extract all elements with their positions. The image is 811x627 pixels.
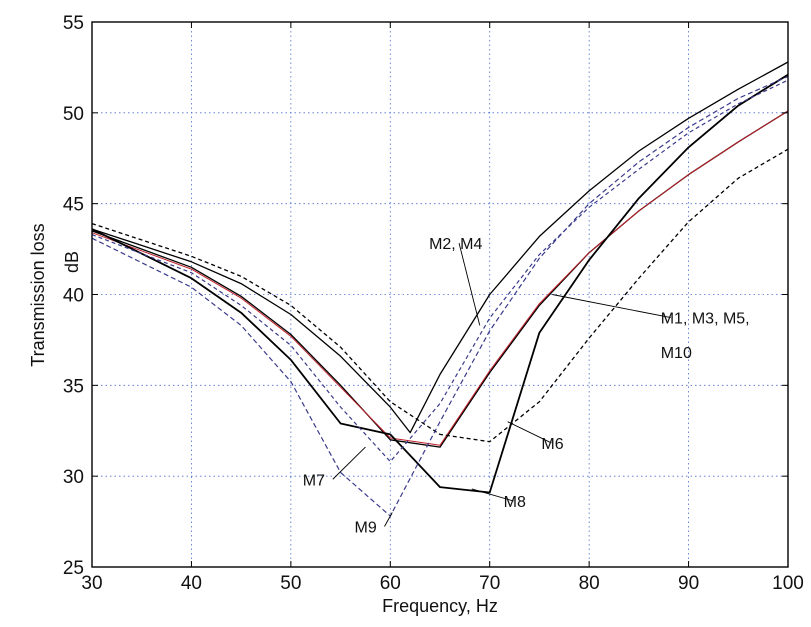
series-line-5 [91, 79, 789, 463]
y-axis-label: Transmission loss [28, 223, 48, 366]
y-tick-label: 30 [63, 467, 84, 488]
annotation-leader [552, 294, 671, 319]
grid [92, 22, 788, 567]
annotation-group: M2, M4 M1, M3, M5, M10 M6 M8 M7 M9 [303, 236, 750, 536]
x-tick-label: 30 [81, 573, 102, 594]
series-line-3 [91, 148, 789, 443]
y-tick-label: 50 [63, 104, 84, 125]
annotation-leader [507, 421, 552, 444]
annotation-label: M2, M4 [429, 236, 482, 253]
x-tick-label: 80 [579, 573, 600, 594]
x-tick-label: 60 [380, 573, 401, 594]
y-axis-unit: dB [62, 251, 82, 273]
series-group [91, 61, 789, 517]
series-line-0 [91, 61, 789, 434]
annotation-leader [471, 488, 514, 502]
x-tick-label: 40 [181, 573, 202, 594]
annotation-leader [384, 512, 393, 527]
y-tick-label: 40 [63, 286, 84, 307]
annotation-leader [332, 446, 366, 480]
y-tick-label: 45 [63, 195, 84, 216]
x-axis-label: Frequency, Hz [382, 596, 498, 616]
series-line-2 [91, 110, 789, 446]
series-line-4 [91, 73, 789, 494]
annotation-label: M6 [541, 436, 563, 453]
annotation-leader [458, 242, 481, 326]
y-tick-label: 55 [63, 13, 84, 34]
annotation-label: M9 [354, 519, 376, 536]
annotation-label: M7 [303, 472, 325, 489]
annotation-label: M10 [661, 345, 692, 362]
x-tick-label: 50 [280, 573, 301, 594]
x-tick-label: 70 [479, 573, 500, 594]
annotation-label: M1, M3, M5, [661, 311, 750, 328]
series-line-6 [91, 75, 789, 517]
y-tick-label: 25 [63, 558, 84, 579]
x-tick-label: 100 [772, 573, 804, 594]
y-tick-label: 35 [63, 376, 84, 397]
x-tick-label: 90 [678, 573, 699, 594]
annotation-label: M8 [504, 494, 526, 511]
